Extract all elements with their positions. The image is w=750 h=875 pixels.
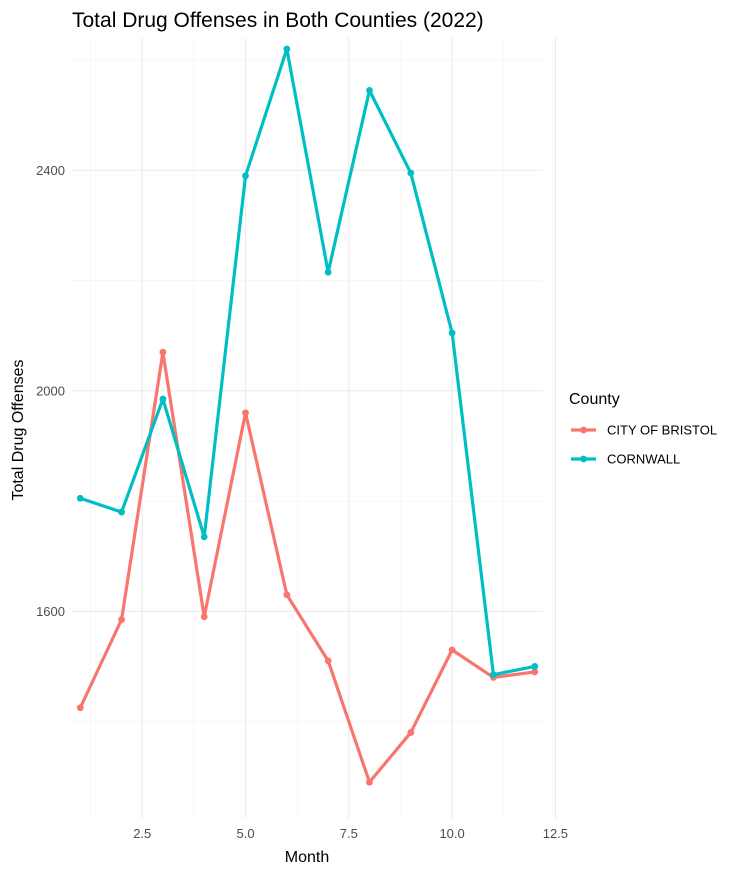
legend-key-point bbox=[580, 426, 587, 434]
y-tick-label: 1600 bbox=[36, 604, 65, 619]
chart-title: Total Drug Offenses in Both Counties (20… bbox=[72, 9, 484, 32]
x-axis-title: Month bbox=[285, 849, 329, 866]
data-point bbox=[242, 409, 249, 417]
legend-item: CITY OF BRISTOL bbox=[571, 423, 717, 438]
data-point bbox=[283, 45, 291, 53]
x-tick-label: 2.5 bbox=[133, 826, 151, 841]
y-tick-label: 2400 bbox=[36, 163, 65, 178]
data-point bbox=[324, 657, 332, 665]
series-line bbox=[78, 350, 537, 784]
data-point bbox=[324, 268, 332, 276]
series-layer bbox=[76, 45, 539, 786]
data-point bbox=[531, 668, 539, 676]
data-point bbox=[159, 348, 167, 356]
data-point bbox=[366, 778, 373, 786]
data-point bbox=[76, 704, 84, 712]
data-point bbox=[200, 533, 208, 541]
y-axis-title: Total Drug Offenses bbox=[10, 359, 27, 500]
data-point bbox=[200, 613, 208, 621]
x-tick-label: 7.5 bbox=[340, 826, 358, 841]
series-city-of-bristol bbox=[76, 348, 539, 786]
legend-item: CORNWALL bbox=[571, 452, 680, 467]
data-point bbox=[118, 508, 125, 516]
data-point bbox=[531, 663, 539, 670]
y-axis: 1600 2000 2400 bbox=[36, 163, 65, 619]
x-tick-label: 10.0 bbox=[439, 826, 464, 841]
legend-label: CORNWALL bbox=[607, 452, 680, 467]
y-tick-label: 2000 bbox=[36, 383, 65, 398]
data-point bbox=[159, 395, 167, 403]
grid bbox=[72, 38, 556, 818]
legend: County CITY OF BRISTOL CORNWALL bbox=[569, 391, 717, 467]
data-point bbox=[118, 616, 125, 623]
legend-label: CITY OF BRISTOL bbox=[607, 423, 717, 438]
data-point bbox=[242, 172, 249, 180]
data-point bbox=[407, 169, 415, 177]
data-point bbox=[283, 591, 291, 599]
x-tick-label: 5.0 bbox=[236, 826, 254, 841]
data-point bbox=[448, 329, 456, 337]
data-point bbox=[407, 729, 415, 736]
series-line bbox=[78, 47, 537, 677]
data-point bbox=[490, 671, 497, 679]
x-axis: 2.5 5.0 7.5 10.0 12.5 bbox=[133, 826, 568, 841]
legend-key-point bbox=[580, 455, 587, 463]
series-cornwall bbox=[76, 45, 539, 679]
data-point bbox=[366, 86, 373, 94]
data-point bbox=[448, 646, 456, 654]
x-tick-label: 12.5 bbox=[543, 826, 568, 841]
legend-title: County bbox=[569, 391, 620, 408]
data-point bbox=[76, 494, 84, 502]
